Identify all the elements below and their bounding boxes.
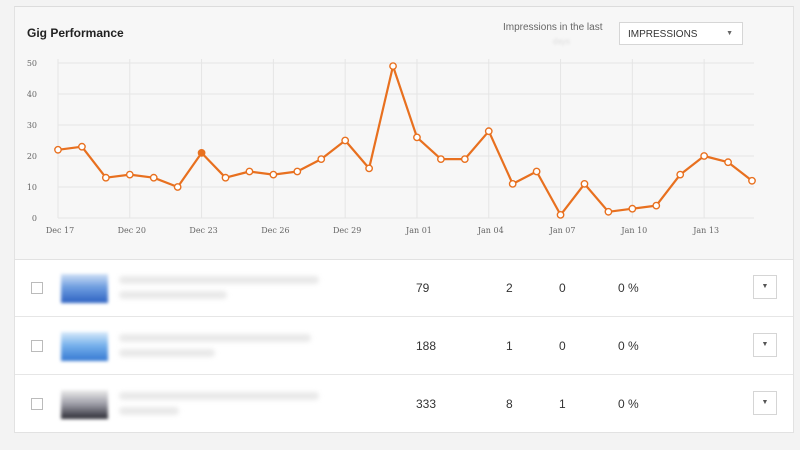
row-checkbox[interactable]	[31, 398, 43, 410]
data-point[interactable]	[197, 148, 206, 157]
data-point[interactable]	[676, 170, 685, 179]
row-dropdown-button[interactable]: ▼	[753, 391, 777, 415]
gig-clicks: 1	[506, 339, 513, 353]
y-tick-label: 20	[27, 152, 37, 161]
data-point[interactable]	[365, 164, 374, 173]
gig-cancellations: 0 %	[618, 339, 639, 353]
y-tick-label: 50	[27, 59, 37, 68]
gig-impressions: 188	[416, 339, 437, 353]
data-point[interactable]	[221, 173, 230, 182]
gig-impressions: 333	[416, 397, 437, 411]
metric-select[interactable]: IMPRESSIONS ▼	[619, 22, 743, 45]
data-point[interactable]	[508, 179, 517, 188]
gig-list: 79 2 0 0 % ▼ 188 1 0 0 % ▼ 333 8 1 0 % ▼	[14, 259, 794, 433]
x-tick-label: Jan 10	[620, 226, 647, 235]
data-point[interactable]	[341, 136, 350, 145]
data-point[interactable]	[580, 179, 589, 188]
data-point[interactable]	[389, 62, 397, 70]
data-point[interactable]	[293, 167, 302, 176]
data-point[interactable]	[78, 142, 86, 151]
impressions-label: Impressions in the last	[503, 22, 603, 33]
y-tick-label: 0	[32, 214, 37, 223]
metric-select-value: IMPRESSIONS	[628, 29, 698, 40]
gig-clicks: 2	[506, 281, 513, 295]
row-checkbox[interactable]	[31, 340, 43, 352]
gig-orders: 0	[559, 339, 566, 353]
data-point[interactable]	[317, 155, 326, 164]
gig-title-blurred[interactable]	[119, 276, 319, 284]
gig-cancellations: 0 %	[618, 397, 639, 411]
impressions-days-label: days	[553, 37, 570, 46]
gig-orders: 1	[559, 397, 566, 411]
chevron-down-icon: ▼	[761, 341, 769, 348]
gig-thumbnail[interactable]	[61, 274, 108, 303]
data-point[interactable]	[245, 167, 254, 176]
gig-thumbnail[interactable]	[61, 390, 108, 419]
gig-subtitle-blurred	[119, 407, 179, 415]
data-point[interactable]	[748, 176, 756, 185]
chevron-down-icon: ▼	[726, 30, 733, 37]
y-tick-label: 40	[27, 90, 37, 99]
x-tick-label: Jan 01	[405, 226, 432, 235]
data-point[interactable]	[484, 127, 493, 136]
chevron-down-icon: ▼	[761, 283, 769, 290]
x-tick-label: Dec 29	[333, 226, 361, 235]
data-point[interactable]	[460, 155, 469, 164]
y-tick-label: 30	[27, 121, 37, 130]
y-tick-label: 10	[27, 183, 37, 192]
data-point[interactable]	[652, 201, 661, 210]
data-point[interactable]	[101, 173, 110, 182]
data-point[interactable]	[173, 183, 182, 191]
data-point[interactable]	[532, 167, 541, 176]
x-tick-label: Dec 26	[261, 226, 289, 235]
x-tick-label: Jan 04	[477, 226, 504, 235]
gig-subtitle-blurred	[119, 291, 227, 299]
x-tick-label: Jan 07	[549, 226, 576, 235]
data-point[interactable]	[54, 145, 62, 154]
data-point[interactable]	[436, 155, 445, 164]
series-line	[57, 65, 753, 216]
data-point[interactable]	[149, 173, 158, 182]
data-point[interactable]	[413, 133, 421, 142]
row-checkbox[interactable]	[31, 282, 43, 294]
gig-thumbnail[interactable]	[61, 332, 108, 361]
gig-row[interactable]: 79 2 0 0 % ▼	[15, 260, 793, 317]
gig-title-blurred[interactable]	[119, 334, 311, 342]
gig-row[interactable]: 188 1 0 0 % ▼	[15, 318, 793, 375]
gig-clicks: 8	[506, 397, 513, 411]
chevron-down-icon: ▼	[761, 399, 769, 406]
gig-orders: 0	[559, 281, 566, 295]
row-dropdown-button[interactable]: ▼	[753, 333, 777, 357]
gig-impressions: 79	[416, 281, 430, 295]
gig-performance-panel: Gig Performance Impressions in the last …	[14, 6, 794, 260]
gig-title-blurred[interactable]	[119, 392, 319, 400]
x-tick-label: Dec 20	[118, 226, 146, 235]
x-tick-label: Jan 13	[692, 226, 719, 235]
data-point[interactable]	[628, 204, 637, 213]
page-title: Gig Performance	[27, 26, 124, 40]
performance-chart: 0 10 20 30 40 50 Dec 17 Dec 20 Dec 23 Dec 26 Dec 2…	[27, 59, 756, 235]
data-point[interactable]	[269, 170, 278, 179]
x-tick-label: Dec 17	[46, 226, 74, 235]
row-dropdown-button[interactable]: ▼	[753, 275, 777, 299]
data-point[interactable]	[724, 158, 732, 167]
data-point[interactable]	[125, 170, 134, 179]
data-point[interactable]	[700, 152, 709, 160]
x-tick-label: Dec 23	[189, 226, 217, 235]
data-point[interactable]	[556, 210, 565, 219]
data-point[interactable]	[604, 207, 613, 216]
gig-cancellations: 0 %	[618, 281, 639, 295]
gig-row[interactable]: 333 8 1 0 % ▼	[15, 376, 793, 433]
gig-subtitle-blurred	[119, 349, 215, 357]
